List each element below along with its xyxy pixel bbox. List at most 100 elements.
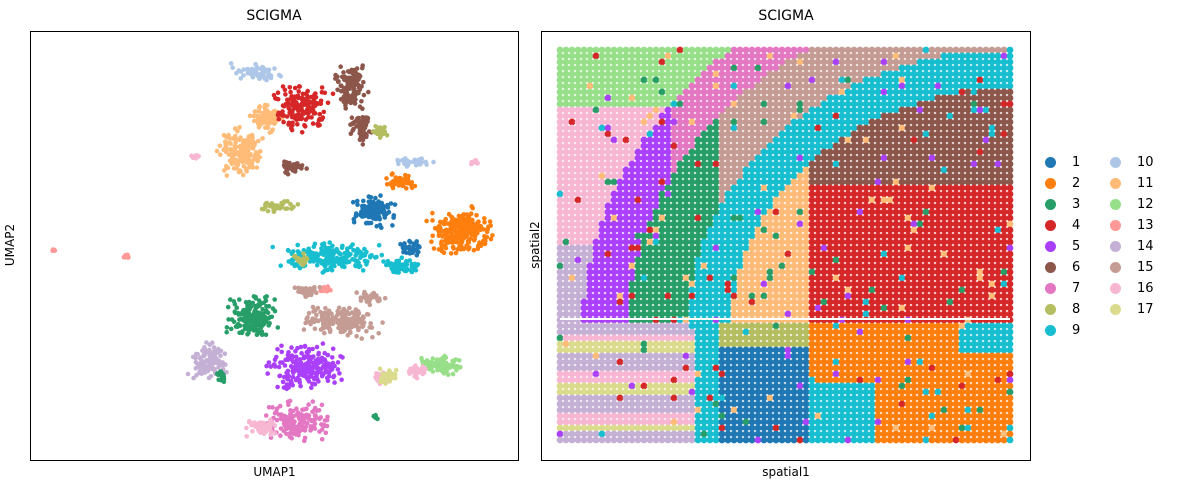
spatial-spot-cluster-6 bbox=[988, 142, 996, 150]
umap-point-cluster-2 bbox=[445, 221, 450, 226]
umap-point-cluster-15 bbox=[305, 315, 310, 320]
spatial-spot-cluster-16 bbox=[556, 130, 564, 138]
spatial-spot-cluster-6 bbox=[988, 166, 996, 174]
spatial-spot-cluster-3 bbox=[706, 202, 714, 210]
spatial-spot-cluster-15 bbox=[736, 160, 744, 168]
spatial-spot-cluster-9 bbox=[982, 52, 990, 60]
spatial-spot-cluster-12 bbox=[568, 58, 576, 66]
spatial-spot-cluster-15 bbox=[970, 46, 978, 54]
spatial-spot-cluster-9 bbox=[742, 208, 750, 216]
spatial-spot-cluster-15 bbox=[832, 46, 840, 54]
spatial-spot-cluster-12 bbox=[586, 76, 594, 84]
umap-point-cluster-7 bbox=[319, 437, 325, 442]
umap-point-cluster-8 bbox=[295, 202, 301, 207]
spatial-spot-cluster-15 bbox=[832, 70, 840, 78]
spatial-spot-cluster-16 bbox=[568, 178, 576, 186]
spatial-spot-cluster-6 bbox=[892, 136, 900, 144]
spatial-spot-cluster-7 bbox=[712, 58, 720, 66]
spatial-spot-cluster-15 bbox=[772, 100, 780, 108]
spatial-spot-cluster-7 bbox=[712, 88, 720, 96]
spatial-spot-cluster-7 bbox=[736, 82, 744, 90]
spatial-spot-cluster-3 bbox=[706, 178, 714, 186]
spatial-spot-cluster-9 bbox=[874, 82, 882, 90]
spatial-spot-cluster-12 bbox=[634, 100, 642, 108]
umap-point-cluster-15 bbox=[308, 318, 314, 324]
spatial-spot-cluster-15 bbox=[730, 160, 738, 168]
spatial-spot-cluster-4 bbox=[898, 196, 906, 204]
spatial-spot-cluster-12 bbox=[616, 76, 624, 84]
umap-point-cluster-12 bbox=[430, 356, 436, 361]
umap-point-cluster-2 bbox=[449, 214, 454, 220]
spatial-spot-cluster-7 bbox=[718, 88, 726, 96]
spatial-spot-cluster-7 bbox=[754, 58, 762, 66]
spatial-spot-cluster-12 bbox=[646, 52, 654, 60]
spatial-spot-cluster-6 bbox=[874, 172, 882, 180]
umap-point-cluster-5 bbox=[280, 379, 286, 385]
spatial-spot-cluster-9 bbox=[826, 142, 834, 150]
spatial-spot-cluster-6 bbox=[940, 112, 948, 120]
spatial-spot-cluster-4 bbox=[1000, 196, 1008, 204]
spatial-spot-cluster-15 bbox=[916, 52, 924, 60]
spatial-spot-cluster-6 bbox=[886, 136, 894, 144]
spatial-spot-cluster-9 bbox=[946, 76, 954, 84]
umap-point-cluster-11 bbox=[232, 126, 238, 131]
umap-point-cluster-2 bbox=[409, 182, 414, 188]
spatial-spot-cluster-5 bbox=[652, 160, 660, 168]
umap-point-cluster-5 bbox=[285, 356, 290, 362]
spatial-spot-cluster-12 bbox=[634, 82, 642, 90]
spatial-spot-cluster-6 bbox=[862, 124, 870, 132]
spatial-spot-cluster-9 bbox=[910, 94, 918, 102]
spatial-spot-cluster-15 bbox=[778, 64, 786, 72]
umap-point-cluster-11 bbox=[237, 151, 243, 157]
spatial-spot-cluster-9 bbox=[940, 64, 948, 72]
spatial-spot-cluster-15 bbox=[850, 46, 858, 54]
umap-point-cluster-2 bbox=[403, 172, 408, 178]
umap-point-cluster-14 bbox=[194, 351, 199, 357]
spatial-spot-cluster-9 bbox=[964, 70, 972, 78]
umap-point-cluster-9 bbox=[324, 255, 329, 261]
spatial-spot-cluster-7 bbox=[748, 76, 756, 84]
spatial-spot-cluster-3 bbox=[676, 100, 684, 108]
umap-point-cluster-7 bbox=[276, 412, 282, 417]
spatial-spot-cluster-12 bbox=[598, 64, 606, 72]
spatial-spot-cluster-6 bbox=[874, 154, 882, 162]
spatial-spot-cluster-9 bbox=[928, 82, 936, 90]
spatial-spot-cluster-9 bbox=[868, 76, 876, 84]
spatial-spot-cluster-5 bbox=[628, 190, 636, 198]
spatial-spot-cluster-9 bbox=[868, 106, 876, 114]
spatial-spot-cluster-9 bbox=[928, 64, 936, 72]
spatial-spot-cluster-9 bbox=[844, 124, 852, 132]
spatial-spot-cluster-16 bbox=[562, 118, 570, 126]
spatial-spot-cluster-5 bbox=[664, 166, 672, 174]
umap-point-cluster-5 bbox=[293, 377, 299, 383]
spatial-spot-cluster-9 bbox=[1006, 52, 1014, 60]
spatial-spot-cluster-6 bbox=[874, 118, 882, 126]
spatial-spot-cluster-7 bbox=[724, 100, 732, 108]
umap-point-cluster-3 bbox=[216, 377, 221, 383]
spatial-spot-cluster-12 bbox=[694, 70, 702, 78]
spatial-spot-cluster-16 bbox=[586, 166, 594, 174]
spatial-spot-cluster-5 bbox=[646, 202, 654, 210]
spatial-spot-cluster-15 bbox=[874, 70, 882, 78]
spatial-spot-cluster-11 bbox=[790, 202, 798, 210]
spatial-spot-cluster-6 bbox=[994, 106, 1002, 114]
spatial-spot-cluster-4 bbox=[976, 208, 984, 216]
spatial-spot-cluster-16 bbox=[586, 178, 594, 186]
spatial-spot-cluster-7 bbox=[694, 82, 702, 90]
spatial-spot-cluster-9 bbox=[766, 172, 774, 180]
spatial-spot-cluster-6 bbox=[952, 136, 960, 144]
spatial-spot-cluster-12 bbox=[628, 70, 636, 78]
spatial-spot-cluster-12 bbox=[574, 64, 582, 72]
umap-point-cluster-7 bbox=[298, 419, 303, 425]
spatial-spot-cluster-12 bbox=[556, 82, 564, 90]
spatial-spot-cluster-15 bbox=[988, 46, 996, 54]
spatial-spot-cluster-9 bbox=[922, 94, 930, 102]
spatial-spot-cluster-7 bbox=[748, 82, 756, 90]
spatial-spot-cluster-9 bbox=[904, 100, 912, 108]
spatial-spot-cluster-12 bbox=[718, 46, 726, 54]
umap-point-cluster-3 bbox=[259, 316, 264, 322]
spatial-spot-cluster-6 bbox=[862, 142, 870, 150]
spatial-spot-cluster-16 bbox=[598, 118, 606, 126]
spatial-spot-cluster-6 bbox=[904, 118, 912, 126]
umap-point-cluster-12 bbox=[445, 363, 451, 369]
